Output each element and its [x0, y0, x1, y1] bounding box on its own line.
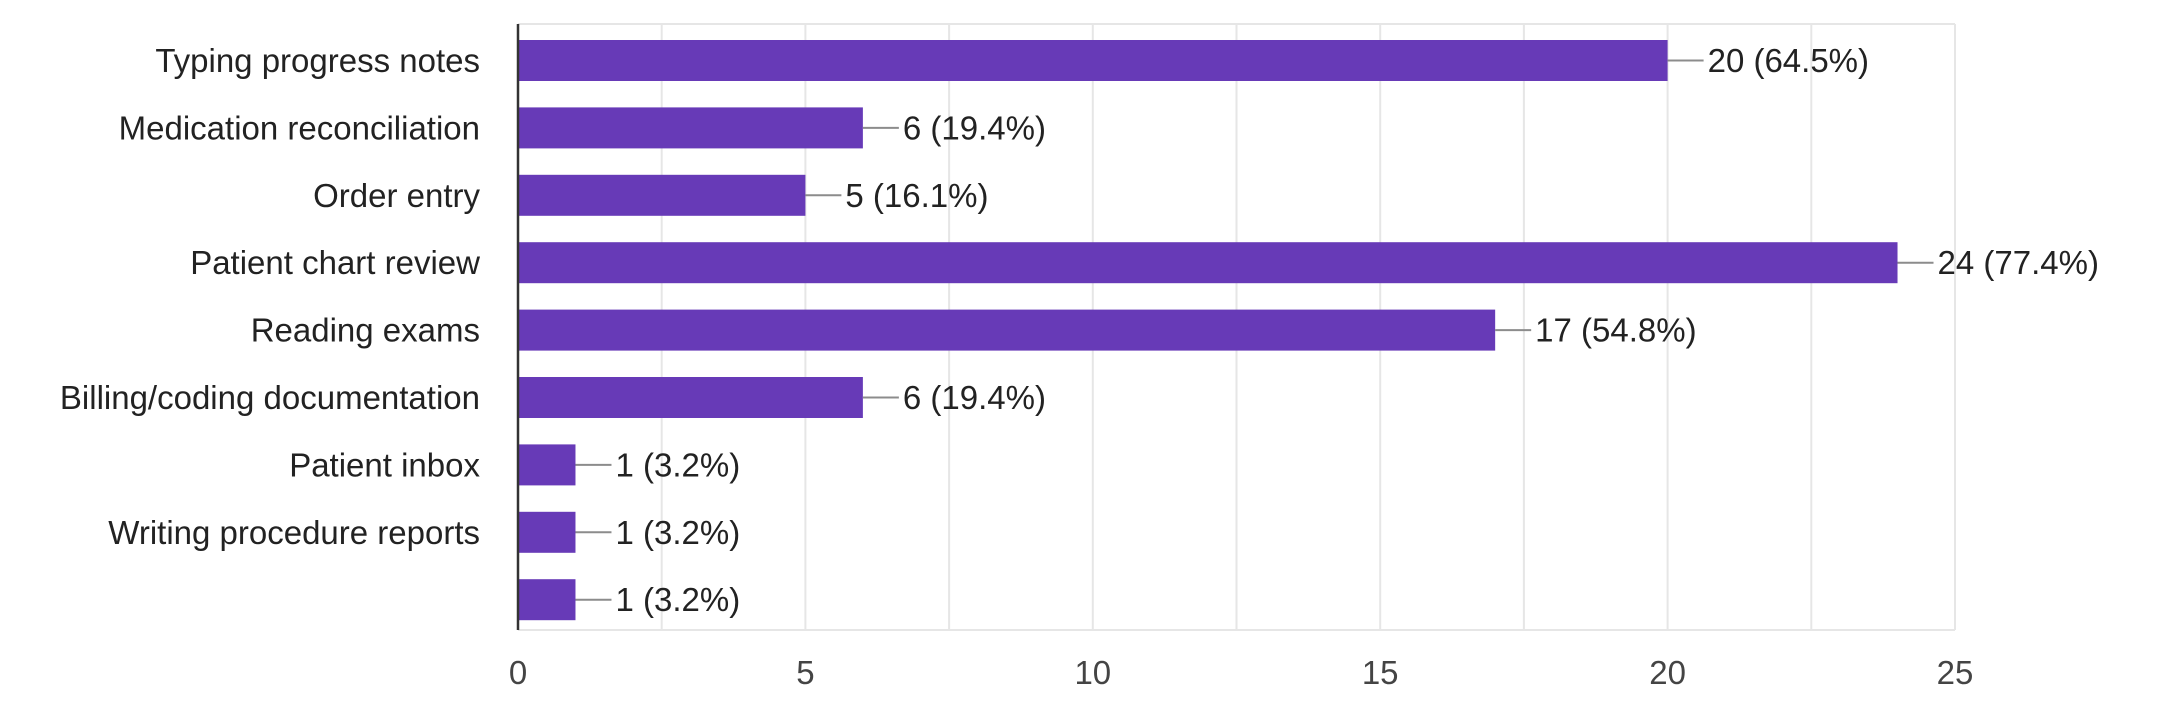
leader-layer [575, 59, 1934, 601]
bar-1 [518, 107, 863, 149]
data-label-3: 24 (77.4%) [1938, 244, 2099, 281]
category-label-4: Reading exams [251, 312, 480, 349]
bar-3 [518, 242, 1898, 284]
data-label-layer: 20 (64.5%) 6 (19.4%) 5 (16.1%) 24 (77.4%) 17… [615, 42, 2098, 618]
x-tick-label-25: 25 [1937, 654, 1974, 691]
data-label-4: 17 (54.8%) [1535, 312, 1696, 349]
x-tick-label-20: 20 [1649, 654, 1686, 691]
data-label-0: 20 (64.5%) [1708, 42, 1869, 79]
bar-4 [518, 309, 1496, 351]
data-label-5: 6 (19.4%) [903, 379, 1046, 416]
bar-5 [518, 377, 863, 418]
category-label-2: Order entry [313, 177, 480, 214]
x-tick-label-15: 15 [1362, 654, 1399, 691]
data-label-2: 5 (16.1%) [845, 177, 988, 214]
x-tick-label-0: 0 [509, 654, 527, 691]
category-label-1: Medication reconciliation [119, 109, 480, 146]
category-label-layer: Typing progress notes Medication reconcil… [60, 42, 481, 551]
category-label-7: Writing procedure reports [108, 514, 480, 551]
bar-0 [518, 40, 1668, 81]
category-label-0: Typing progress notes [155, 42, 480, 79]
data-label-1: 6 (19.4%) [903, 109, 1046, 146]
data-label-6: 1 (3.2%) [615, 446, 740, 483]
category-label-5: Billing/coding documentation [60, 379, 480, 416]
category-label-6: Patient inbox [289, 446, 480, 483]
category-label-3: Patient chart review [190, 244, 480, 281]
data-label-7: 1 (3.2%) [615, 514, 740, 551]
bar-layer [518, 40, 1898, 621]
bar-8 [518, 579, 576, 621]
bar-2 [518, 174, 806, 216]
data-label-8: 1 (3.2%) [615, 581, 740, 618]
bar-7 [518, 511, 576, 553]
bar-6 [518, 444, 576, 486]
x-tick-label-5: 5 [796, 654, 814, 691]
tick-label-layer: 0 5 10 15 20 25 [509, 654, 1974, 691]
x-tick-label-10: 10 [1074, 654, 1111, 691]
